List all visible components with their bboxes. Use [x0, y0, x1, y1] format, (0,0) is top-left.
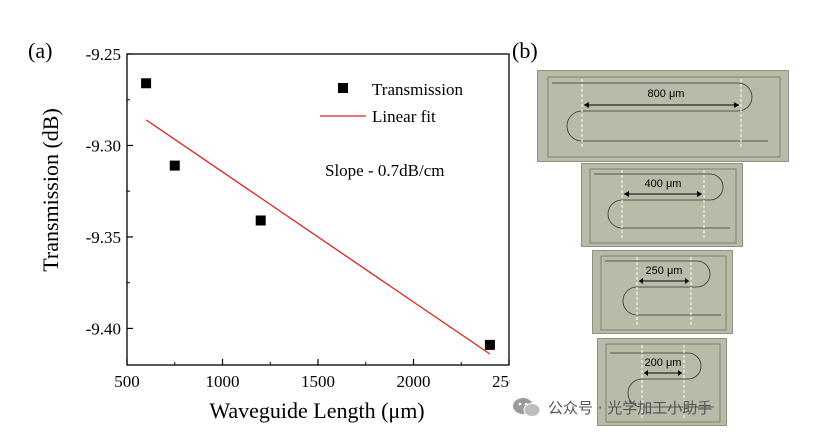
micrograph-250um-label: 250 μm	[645, 265, 683, 277]
x-tick-label: 1500	[301, 372, 335, 391]
x-tick-label: 2000	[397, 372, 431, 391]
y-tick-label: -9.30	[86, 136, 121, 155]
watermark-text: 公众号 · 光学加工小助手	[548, 398, 713, 417]
micrograph-400um-label: 400 μm	[644, 178, 682, 190]
y-tick-label: -9.25	[86, 45, 121, 64]
x-axis-title: Waveguide Length (μm)	[209, 398, 424, 423]
x-tick-label: 1000	[206, 372, 240, 391]
y-tick-label: -9.40	[86, 319, 121, 338]
y-tick-label: -9.35	[86, 228, 121, 247]
panel-b-label: (b)	[512, 38, 538, 63]
micrograph-200um: 200 μm	[597, 338, 727, 426]
legend-transmission-marker	[338, 83, 348, 93]
micrograph-800um: 800 μm	[537, 70, 789, 162]
linear-fit-line	[145, 119, 491, 355]
wechat-icon	[512, 396, 542, 418]
micrograph-250um: 250 μm	[592, 250, 733, 334]
legend-linear-fit-label: Linear fit	[372, 107, 436, 126]
transmission-chart: 5001000150020002500-9.25-9.30-9.35-9.40 …	[38, 45, 510, 423]
transmission-point	[484, 339, 495, 350]
transmission-point	[255, 215, 266, 226]
transmission-point	[169, 160, 180, 171]
slope-annotation: Slope - 0.7dB/cm	[325, 161, 444, 180]
y-axis-title: Transmission (dB)	[38, 108, 63, 272]
plot-frame	[126, 53, 510, 366]
micrograph-800um-label: 800 μm	[647, 88, 685, 100]
legend-transmission-label: Transmission	[372, 80, 464, 99]
micrograph-200um-label: 200 μm	[644, 357, 682, 369]
watermark: 公众号 · 光学加工小助手	[512, 396, 712, 418]
micrograph-400um: 400 μm	[581, 163, 743, 247]
x-tick-label: 500	[114, 372, 140, 391]
transmission-point	[141, 78, 152, 89]
x-tick-label: 2500	[492, 372, 510, 391]
panel-a-label: (a)	[28, 38, 53, 63]
